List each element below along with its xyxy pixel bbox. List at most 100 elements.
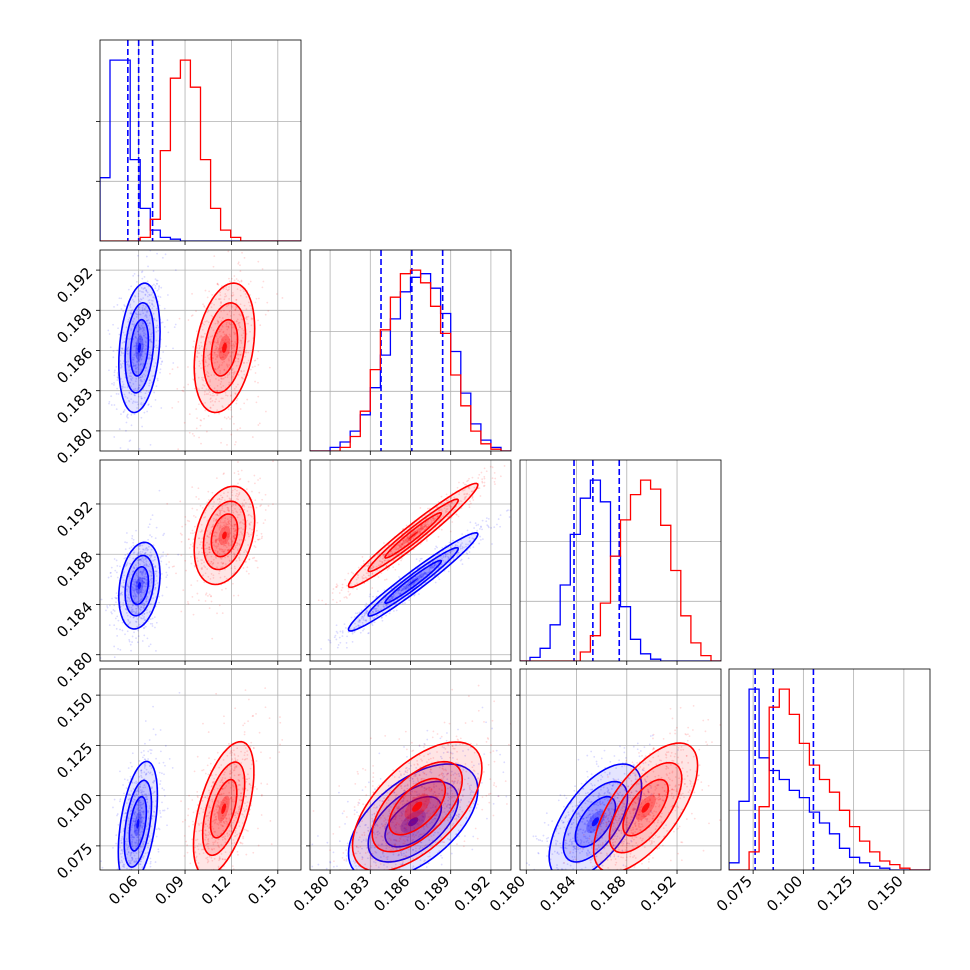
scatter-point xyxy=(513,456,515,458)
scatter-point xyxy=(382,605,385,607)
scatter-point xyxy=(125,811,128,814)
scatter-point xyxy=(120,350,123,353)
scatter-point xyxy=(237,261,240,264)
scatter-point xyxy=(401,543,404,546)
scatter-point xyxy=(230,527,232,530)
scatter-point xyxy=(234,441,237,443)
scatter-point xyxy=(235,320,238,323)
scatter-point xyxy=(209,342,212,345)
scatter-point xyxy=(380,563,382,566)
scatter-point xyxy=(204,356,207,359)
scatter-point xyxy=(133,830,136,833)
scatter-point xyxy=(134,823,137,826)
scatter-point xyxy=(139,838,142,841)
scatter-point xyxy=(243,810,246,813)
scatter-point xyxy=(133,875,135,877)
scatter-point xyxy=(237,353,240,356)
scatter-point xyxy=(148,335,151,338)
scatter-point xyxy=(401,543,404,545)
scatter-point xyxy=(195,874,197,876)
scatter-point xyxy=(131,604,134,607)
scatter-point xyxy=(219,512,222,514)
scatter-point xyxy=(182,386,185,389)
scatter-point xyxy=(491,466,494,469)
scatter-point xyxy=(120,352,123,354)
scatter-point xyxy=(120,839,123,842)
scatter-point xyxy=(248,498,250,501)
scatter-point xyxy=(419,527,422,530)
scatter-point xyxy=(147,565,150,568)
scatter-point xyxy=(237,358,240,360)
scatter-point xyxy=(231,781,234,783)
scatter-point xyxy=(149,322,151,325)
scatter-point xyxy=(360,565,363,567)
scatter-point xyxy=(449,551,451,553)
scatter-point xyxy=(137,593,140,596)
scatter-point xyxy=(143,563,146,566)
scatter-point xyxy=(131,752,134,755)
scatter-point xyxy=(347,587,350,590)
scatter-point xyxy=(178,691,181,694)
scatter-point xyxy=(216,551,219,554)
scatter-point xyxy=(262,280,265,283)
scatter-point xyxy=(132,358,135,361)
scatter-point xyxy=(241,787,244,790)
scatter-point xyxy=(143,581,145,584)
scatter-point xyxy=(259,457,261,459)
scatter-point xyxy=(232,504,234,506)
scatter-point xyxy=(122,411,125,414)
scatter-point xyxy=(458,481,460,484)
scatter-point xyxy=(133,781,136,784)
scatter-point xyxy=(149,840,151,843)
scatter-point xyxy=(216,612,218,615)
scatter-point xyxy=(392,594,395,597)
scatter-point xyxy=(127,798,130,801)
scatter-point xyxy=(365,602,368,605)
scatter-point xyxy=(264,410,267,413)
scatter-point xyxy=(141,551,144,553)
scatter-point xyxy=(384,597,387,600)
scatter-point xyxy=(440,508,443,511)
scatter-point xyxy=(150,340,153,342)
scatter-point xyxy=(336,646,339,649)
scatter-point xyxy=(392,566,395,569)
scatter-point xyxy=(233,571,236,574)
scatter-point xyxy=(399,546,401,548)
scatter-point xyxy=(145,315,148,317)
scatter-point xyxy=(223,369,226,372)
scatter-point xyxy=(440,528,443,531)
scatter-point xyxy=(230,294,233,297)
scatter-point xyxy=(238,783,241,786)
scatter-point xyxy=(210,306,213,309)
scatter-point xyxy=(136,842,139,845)
scatter-point xyxy=(228,342,231,345)
scatter-point xyxy=(244,539,247,542)
scatter-point xyxy=(177,448,180,451)
scatter-point xyxy=(140,590,143,593)
scatter-point xyxy=(210,561,213,563)
scatter-point xyxy=(387,567,390,570)
scatter-point xyxy=(135,860,137,862)
scatter-point xyxy=(220,566,222,569)
scatter-point xyxy=(220,346,223,349)
scatter-point xyxy=(142,577,144,580)
scatter-point xyxy=(148,592,151,595)
scatter-point xyxy=(210,856,213,859)
scatter-point xyxy=(156,377,159,380)
scatter-point xyxy=(139,836,142,839)
scatter-point xyxy=(100,860,102,863)
scatter-point xyxy=(140,298,143,301)
scatter-point xyxy=(131,845,134,848)
scatter-point xyxy=(142,328,145,331)
scatter-point xyxy=(143,329,145,332)
scatter-point xyxy=(425,527,428,529)
scatter-point xyxy=(224,293,227,295)
scatter-point xyxy=(141,375,144,378)
scatter-point xyxy=(233,774,236,777)
scatter-point xyxy=(205,593,207,596)
scatter-point xyxy=(141,343,144,346)
scatter-point xyxy=(471,496,474,498)
scatter-point xyxy=(208,833,211,835)
scatter-point xyxy=(140,358,143,361)
scatter-point xyxy=(211,541,214,544)
